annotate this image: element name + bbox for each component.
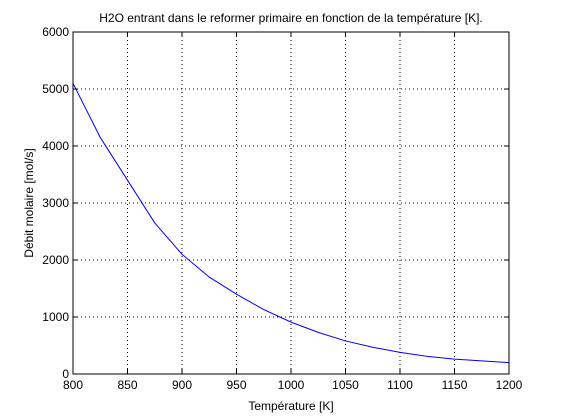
x-tick-label: 800 xyxy=(63,378,83,392)
y-tick-label: 2000 xyxy=(42,253,69,267)
axis-ticks xyxy=(72,31,510,375)
x-tick-labels: 800 850 900 950 1000 1050 1100 1150 1200 xyxy=(63,378,523,392)
y-tick-labels: 0 1000 2000 3000 4000 5000 6000 xyxy=(42,25,69,381)
x-tick-label: 950 xyxy=(226,378,246,392)
x-tick-label: 1050 xyxy=(332,378,359,392)
chart-title: H2O entrant dans le reformer primaire en… xyxy=(99,11,483,25)
y-axis-label: Débit molaire [mol/s] xyxy=(22,148,36,257)
x-tick-label: 850 xyxy=(117,378,137,392)
y-tick-label: 0 xyxy=(62,367,69,381)
series-line xyxy=(72,83,510,364)
y-tick-label: 3000 xyxy=(42,196,69,210)
plot-area xyxy=(73,32,509,374)
x-tick-label: 1100 xyxy=(387,378,413,392)
x-tick-label: 900 xyxy=(172,378,192,392)
series-group xyxy=(72,83,510,364)
y-tick-label: 6000 xyxy=(42,25,69,39)
x-tick-label: 1150 xyxy=(442,378,468,392)
x-tick-label: 1000 xyxy=(278,378,305,392)
y-tick-label: 5000 xyxy=(42,82,69,96)
y-tick-label: 1000 xyxy=(42,310,69,324)
x-tick-label: 1200 xyxy=(496,378,523,392)
y-tick-label: 4000 xyxy=(42,139,69,153)
x-axis-label: Température [K] xyxy=(248,399,333,413)
